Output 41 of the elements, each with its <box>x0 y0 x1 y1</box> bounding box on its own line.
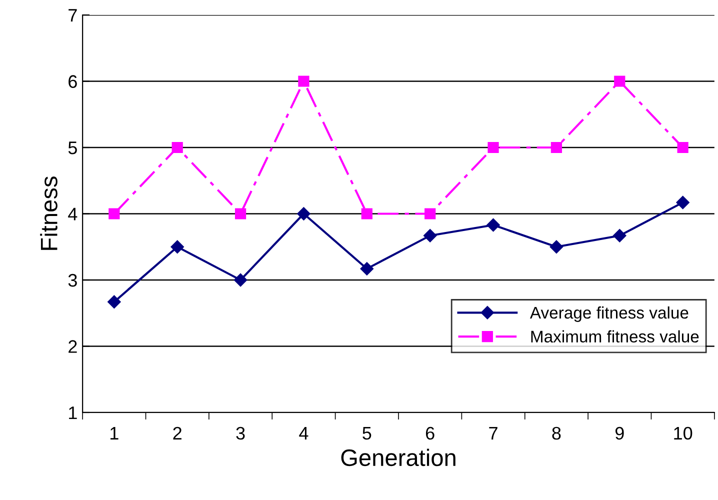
point <box>550 240 564 254</box>
point <box>172 142 183 154</box>
y-tick-label: 7 <box>68 9 77 22</box>
point <box>613 229 626 242</box>
x-tick-label: 1 <box>110 427 118 440</box>
point <box>361 208 372 220</box>
y-tick-label: 3 <box>68 274 77 287</box>
x-tick-label: 3 <box>236 426 245 440</box>
x-tick-label: 4 <box>299 427 308 440</box>
point <box>234 208 246 220</box>
y-axis-title: Fitness <box>40 176 58 250</box>
x-tick-label: 8 <box>552 426 561 440</box>
point <box>108 295 121 308</box>
y-tick-label: 2 <box>68 340 77 353</box>
point <box>486 218 500 232</box>
point <box>676 196 690 210</box>
point <box>297 207 310 220</box>
x-axis-title: Generation <box>341 448 456 466</box>
point <box>360 262 374 276</box>
x-tick-label: 7 <box>489 427 498 440</box>
point <box>677 142 688 154</box>
y-tick-label: 6 <box>68 75 77 88</box>
point <box>550 142 562 154</box>
x-tick-label: 2 <box>173 426 182 440</box>
legend-label: Maximum fitness value <box>531 330 699 343</box>
point <box>424 208 436 220</box>
y-tick-label: 1 <box>69 406 77 420</box>
point <box>234 273 248 287</box>
y-tick-label: 4 <box>68 208 78 220</box>
point <box>488 142 499 154</box>
point <box>298 76 310 87</box>
point <box>614 76 626 87</box>
x-tick-label: 10 <box>674 426 692 440</box>
point <box>423 229 437 242</box>
x-tick-label: 9 <box>615 426 624 440</box>
point <box>170 240 184 254</box>
legend-label: Average fitness value <box>530 306 688 322</box>
x-tick-label: 6 <box>426 426 434 440</box>
point <box>108 208 120 220</box>
y-tick-label: 5 <box>68 142 77 154</box>
x-tick-label: 5 <box>362 427 372 440</box>
